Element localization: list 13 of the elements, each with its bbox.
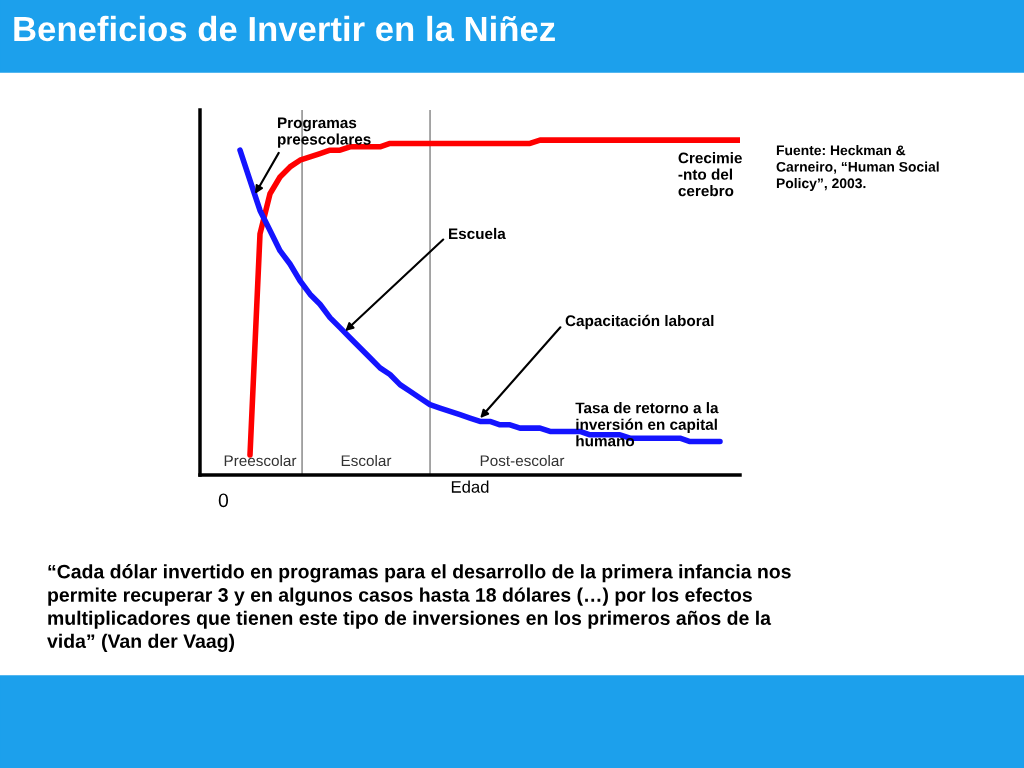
chart-title: Beneficios de Invertir en la Niñez <box>14 15 555 42</box>
annotation: Post-escolar <box>480 454 565 467</box>
text: “Cada dólar invertido en programas para el desarrollo de la primera infancia nos permite recuperar 3 y en algunos casos hasta 18 dólares (…) por los efectos multiplicadores que tienen este tipo de inversiones en los primeros años de la vida” (Van der Vaag) <box>47 564 791 652</box>
annotation: Escolar <box>341 454 392 467</box>
annotation: Escuela <box>449 227 506 240</box>
text: 0 <box>218 493 229 508</box>
series-label: Tasa de retorno a la inversión en capital humano <box>575 402 719 447</box>
source-note: Fuente: Heckman & Carneiro, “Human Social Policy”, 2003. <box>776 145 939 191</box>
annotation: Capacitación laboral <box>565 314 714 330</box>
annotation: Programas preescolares <box>278 117 371 148</box>
annotation: Preescolar <box>224 454 297 467</box>
series-label: Crecimie -nto del cerebro <box>678 152 742 197</box>
x-axis-title: Edad <box>451 480 489 493</box>
